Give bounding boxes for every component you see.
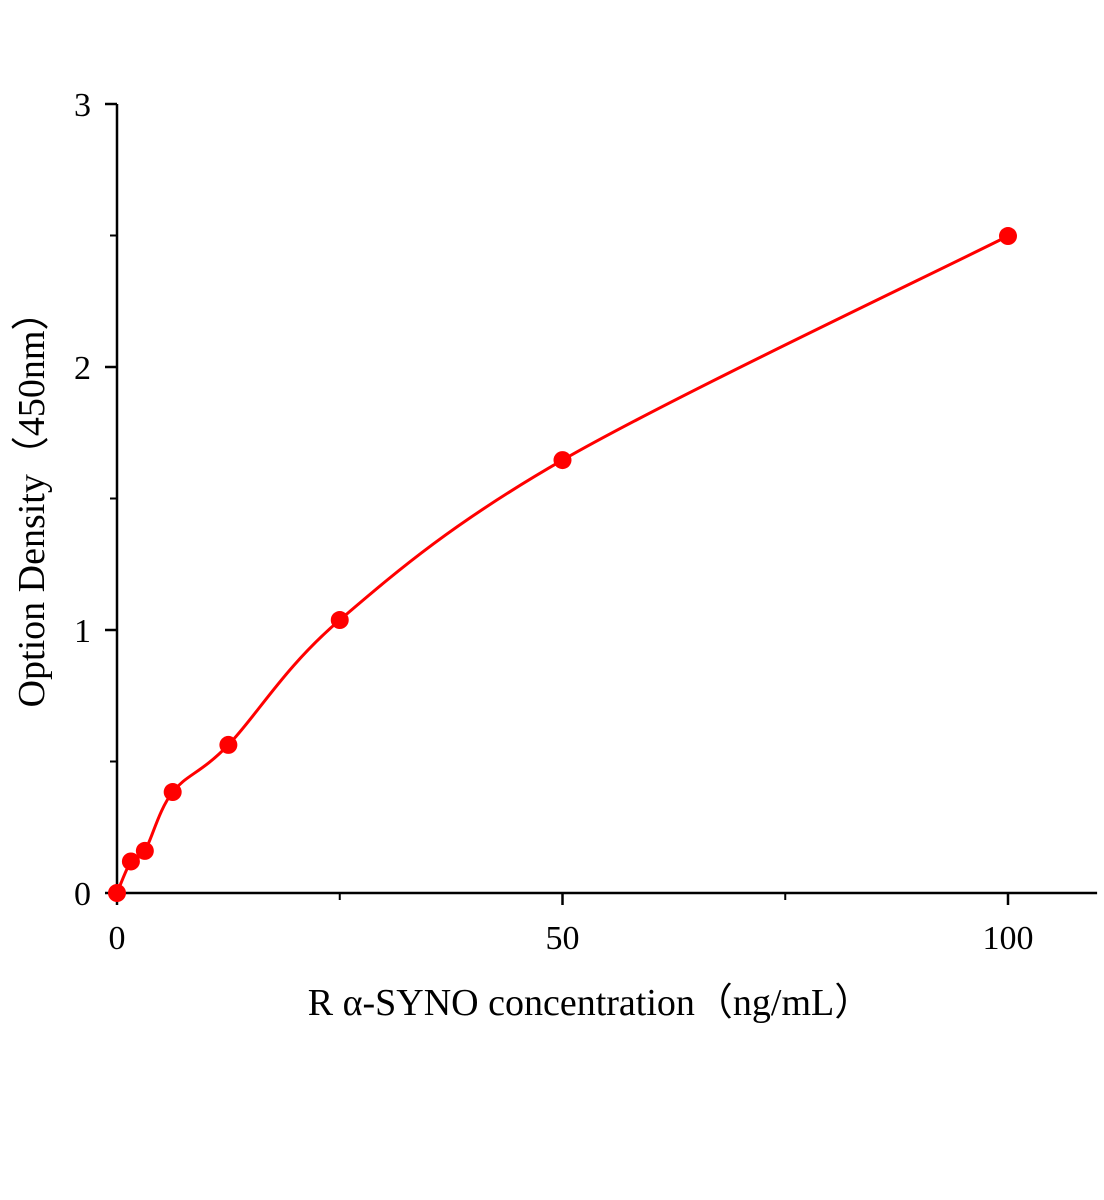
x-tick-label: 50 bbox=[546, 920, 580, 957]
fit-curve bbox=[115, 234, 1009, 894]
x-axis-label: R α-SYNO concentration（ng/mL） bbox=[308, 982, 873, 1024]
data-point bbox=[553, 451, 572, 470]
data-point bbox=[163, 783, 182, 802]
data-point bbox=[219, 735, 238, 754]
data-point bbox=[108, 884, 126, 902]
x-tick-label: 0 bbox=[109, 920, 126, 957]
y-axis-label: Option Density（450nm） bbox=[11, 293, 53, 708]
y-tick-label: 3 bbox=[74, 87, 91, 124]
y-tick-label: 2 bbox=[74, 350, 91, 387]
data-point bbox=[121, 852, 140, 871]
axes: 0 50 100 0 1 2 3 bbox=[74, 87, 1098, 957]
data-point bbox=[135, 841, 154, 860]
y-tick-label: 1 bbox=[74, 613, 91, 650]
data-point bbox=[999, 227, 1017, 246]
x-tick-label: 100 bbox=[983, 920, 1034, 957]
y-tick-label: 0 bbox=[74, 876, 91, 913]
data-point bbox=[330, 611, 349, 630]
data-points bbox=[108, 227, 1017, 902]
